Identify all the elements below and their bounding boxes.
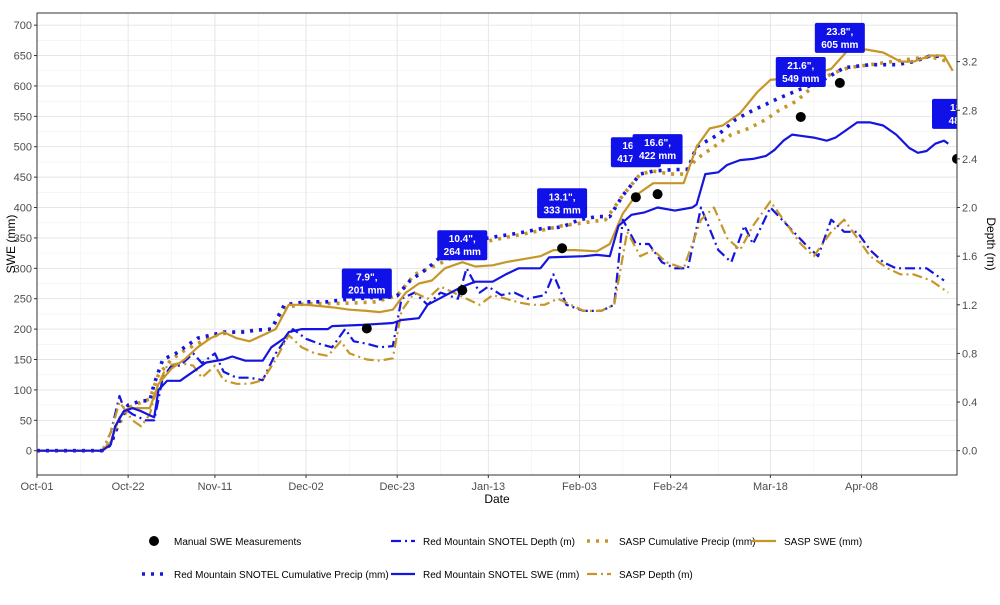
legend-key-point: [149, 536, 159, 546]
manual-swe-point: [952, 153, 957, 164]
legend-item: Red Mountain SNOTEL Depth (m): [391, 537, 575, 548]
y-axis-title: SWE (mm): [4, 215, 18, 274]
legend-label: Red Mountain SNOTEL Depth (m): [423, 537, 575, 548]
y2-tick-label: 0.4: [962, 397, 977, 409]
annotation-swe-text: 264 mm: [444, 247, 481, 258]
manual-swe-point: [457, 285, 468, 296]
series-line-red-mountain-snotel-swe: [37, 121, 949, 452]
manual-swe-point: [834, 77, 845, 88]
swe-annotation-label: 18.480: [932, 98, 966, 129]
annotation-box: [341, 268, 392, 299]
y2-tick-label: 2.0: [962, 203, 977, 215]
y-tick-label: 200: [14, 324, 32, 336]
annotation-depth-text: 13.1",: [549, 192, 576, 203]
legend-item: SASP Cumulative Precip (mm): [587, 537, 756, 548]
legend-label: SASP Cumulative Precip (mm): [619, 537, 756, 548]
legend-item: Red Mountain SNOTEL SWE (mm): [391, 570, 579, 581]
y-tick-label: 300: [14, 263, 32, 275]
manual-swe-point: [795, 111, 806, 122]
annotation-box: [537, 188, 588, 219]
annotation-depth-text: 18.: [950, 103, 964, 114]
annotation-box: [814, 22, 865, 53]
x-tick-label: Jan-13: [472, 481, 506, 493]
annotation-box: [932, 98, 957, 129]
x-tick-label: Oct-22: [112, 481, 145, 493]
annotation-depth-text: 7.9",: [356, 272, 378, 283]
annotation-depth-text: 23.8",: [826, 27, 853, 38]
annotation-depth-text: 16.6",: [644, 138, 671, 149]
series-line-red-mountain-snotel-depth: [37, 206, 945, 452]
manual-swe-point: [361, 323, 372, 334]
y2-tick-label: 0.8: [962, 348, 977, 360]
annotation-swe-text: 422 mm: [639, 151, 676, 162]
legend-label: Manual SWE Measurements: [174, 537, 301, 548]
y-tick-label: 400: [14, 203, 32, 215]
y-tick-label: 150: [14, 355, 32, 367]
y-tick-label: 350: [14, 233, 32, 245]
legend: Manual SWE Measurements Red Mountain SNOT…: [142, 536, 862, 581]
y2-axis-title: Depth (m): [984, 217, 998, 270]
x-tick-label: Feb-03: [562, 481, 597, 493]
series-line-sasp-depth: [37, 200, 949, 452]
swe-annotation-label: 23.8", 605 mm: [814, 22, 865, 53]
legend-item: Manual SWE Measurements: [149, 536, 301, 548]
legend-label: SASP SWE (mm): [784, 537, 862, 548]
x-tick-label: Dec-02: [288, 481, 323, 493]
y2-tick-label: 1.2: [962, 300, 977, 312]
x-tick-label: Feb-24: [653, 481, 688, 493]
legend-label: Red Mountain SNOTEL SWE (mm): [423, 570, 579, 581]
manual-swe-point: [630, 192, 641, 203]
annotation-swe-text: 549 mm: [782, 74, 819, 85]
legend-item: SASP SWE (mm): [752, 537, 862, 548]
y-tick-label: 450: [14, 172, 32, 184]
x-axis-title: Date: [484, 492, 510, 506]
legend-label: Red Mountain SNOTEL Cumulative Precip (m…: [174, 570, 389, 581]
y2-tick-label: 2.4: [962, 154, 977, 166]
x-tick-label: Apr-08: [845, 481, 878, 493]
annotation-swe-text: 333 mm: [543, 205, 580, 216]
y-tick-label: 600: [14, 81, 32, 93]
swe-annotation-label: 7.9", 201 mm: [341, 268, 392, 299]
y-tick-label: 100: [14, 385, 32, 397]
annotation-swe-text: 201 mm: [348, 285, 385, 296]
series-line-sasp-cumulative-precip: [37, 55, 949, 453]
y-tick-label: 650: [14, 51, 32, 63]
manual-points-group: [361, 77, 957, 334]
annotation-depth-text: 10.4",: [449, 234, 476, 245]
x-tick-label: Nov-11: [198, 481, 233, 493]
x-tick-label: Oct-01: [20, 481, 53, 493]
swe-annotation-label: 21.6", 549 mm: [775, 56, 826, 87]
legend-item: SASP Depth (m): [587, 570, 693, 581]
manual-swe-point: [557, 243, 568, 254]
y-tick-label: 500: [14, 142, 32, 154]
annotation-depth-text: 21.6",: [787, 61, 814, 72]
y2-tick-label: 1.6: [962, 251, 977, 263]
annotation-box: [437, 230, 488, 261]
legend-item: Red Mountain SNOTEL Cumulative Precip (m…: [142, 570, 389, 581]
y2-tick-label: 3.2: [962, 57, 977, 69]
swe-annotation-label: 10.4", 264 mm: [437, 230, 488, 261]
annotation-box: [775, 56, 826, 87]
annotation-swe-text: 605 mm: [821, 40, 858, 51]
y-tick-label: 550: [14, 111, 32, 123]
plot-panel-border: [36, 12, 958, 476]
swe-annotation-label: 13.1", 333 mm: [537, 188, 588, 219]
y-tick-label: 50: [20, 415, 32, 427]
swe-annotation-label: 16.6", 422 mm: [632, 134, 683, 165]
y-tick-label: 0: [26, 446, 32, 458]
y-tick-label: 250: [14, 294, 32, 306]
annotation-box: [632, 134, 683, 165]
axes: 0 50 100 150 200 250 300 350 400 450 500 550 600 650 7…: [14, 20, 978, 493]
x-tick-label: Dec-23: [379, 481, 414, 493]
manual-swe-point: [652, 189, 663, 200]
annotation-swe-text: 480: [949, 116, 966, 127]
y-tick-label: 700: [14, 20, 32, 32]
x-tick-label: Mar-18: [753, 481, 788, 493]
y2-tick-label: 0.0: [962, 446, 977, 458]
y2-tick-label: 2.8: [962, 105, 977, 117]
legend-label: SASP Depth (m): [619, 570, 693, 581]
